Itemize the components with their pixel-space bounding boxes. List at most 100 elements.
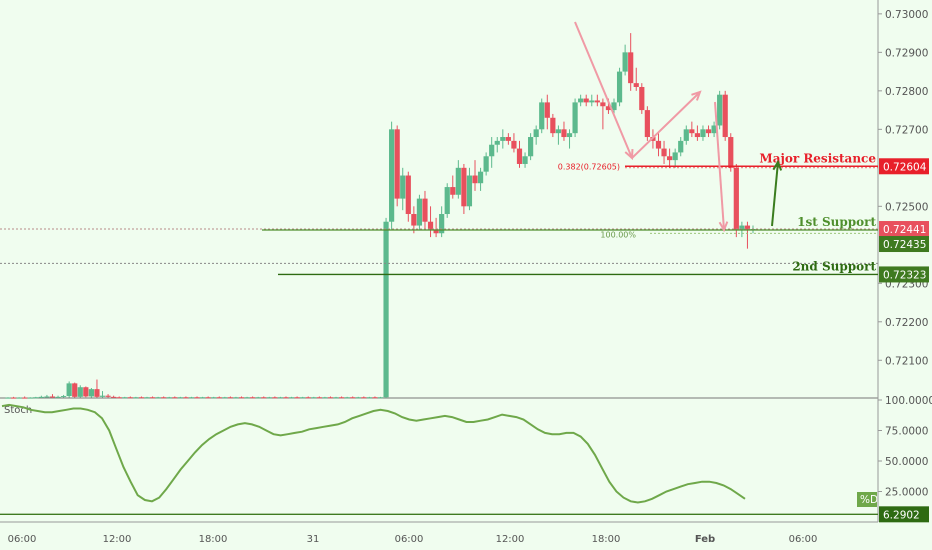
candle-body (94, 389, 100, 397)
candle-body (27, 397, 33, 399)
price-tick-label: 0.72700 (885, 124, 928, 136)
candle-body (678, 140, 684, 153)
candle-body (555, 129, 562, 134)
candle-body (744, 225, 751, 230)
candle-body (644, 110, 650, 138)
candle-body (250, 397, 256, 399)
axes-layer: 0.73000 0.72900 0.72800 0.72700 0.72500 0.723… (8, 9, 932, 545)
pink-arrow-down-2 (714, 101, 725, 231)
candle-body (199, 397, 206, 399)
candle-body (222, 397, 228, 399)
candle-body (177, 397, 183, 399)
price-tick-label: 0.72800 (885, 86, 928, 98)
candle-body (622, 52, 628, 72)
candle-body (55, 396, 61, 398)
candle-body (155, 397, 161, 399)
pink-arrow-up-head (691, 90, 702, 101)
pink-arrow-up (631, 91, 701, 159)
candle-body (205, 397, 211, 399)
candle-body (411, 214, 417, 226)
major-resistance-price-tag-bg (879, 158, 929, 175)
candle-body (472, 175, 478, 184)
candle-body (350, 397, 356, 399)
candle-body (533, 129, 539, 138)
candle-body (572, 102, 578, 134)
candle-body (366, 397, 372, 399)
fib-100-label: 100.00% (600, 230, 636, 239)
second-support-price-tag-bg (879, 266, 929, 283)
candle-body (338, 397, 345, 399)
stoch-tick-label: 100.0000 (885, 395, 932, 407)
candle-body (111, 396, 117, 398)
candle-body (305, 397, 311, 399)
candle-body (272, 397, 278, 399)
green-arrow-up-head (772, 159, 783, 171)
time-tick-label: 18:00 (199, 534, 228, 545)
price-pane[interactable] (0, 33, 878, 399)
candle-body (72, 383, 78, 397)
candle-body (739, 225, 745, 230)
candle-body (149, 397, 156, 399)
candle-body (244, 397, 250, 399)
time-tick-label: 06:00 (395, 534, 424, 545)
candle-body (544, 102, 550, 118)
candle-body (500, 137, 506, 141)
candle-body (238, 397, 245, 399)
candle-body (400, 175, 406, 199)
candle-body (211, 397, 217, 399)
stoch-legend-bg (857, 492, 877, 507)
second-support-price-tag: 0.72323 (883, 269, 926, 281)
time-tick-label: 12:00 (496, 534, 525, 545)
stoch-pane[interactable]: Stoch (0, 403, 878, 515)
candle-body (83, 387, 89, 397)
candle-body (316, 397, 322, 399)
candle-body (116, 397, 122, 399)
candle-body (661, 148, 667, 157)
stoch-legend-label: %D (860, 494, 878, 506)
candle-body (672, 152, 678, 161)
candle-body (133, 397, 139, 399)
candle-body (578, 98, 584, 103)
candle-body (566, 133, 573, 138)
candle-body (494, 140, 500, 145)
candle-body (88, 389, 94, 397)
candle-body (528, 137, 534, 157)
candle-body (10, 397, 17, 399)
candle-body (261, 397, 267, 399)
pink-arrow-down-2-head (718, 221, 729, 233)
price-tick-label: 0.72900 (885, 47, 928, 59)
candle-body (383, 221, 389, 398)
candle-body (172, 397, 178, 399)
candle-body (511, 140, 517, 149)
candle-body (655, 140, 662, 149)
candle-body (477, 171, 484, 184)
candle-body (227, 397, 233, 399)
candle-body (439, 214, 445, 234)
candle-body (700, 129, 706, 138)
candle-body (583, 98, 589, 103)
candle-body (505, 137, 511, 141)
candle-body (455, 167, 461, 195)
candle-body (722, 94, 728, 138)
candle-body (717, 94, 723, 126)
stoch-d-line (1, 403, 746, 504)
candle-body (294, 397, 300, 399)
candle-body (377, 397, 384, 399)
candle-body (416, 198, 423, 226)
candle-body (16, 397, 22, 399)
candle-body (694, 133, 701, 138)
candle-body (60, 396, 67, 398)
candle-body (127, 397, 133, 399)
candle-body (711, 125, 717, 134)
stoch-tick-label: 50.0000 (885, 456, 928, 468)
first-support-label: 1st Support (797, 215, 876, 229)
candle-body (138, 397, 145, 399)
candle-body (633, 83, 639, 87)
candle-body (628, 52, 634, 84)
stoch-name-label: Stoch (4, 405, 32, 416)
candle-body (422, 198, 428, 222)
candle-body (361, 397, 367, 399)
candle-body (539, 102, 545, 130)
candle-body (405, 175, 411, 215)
